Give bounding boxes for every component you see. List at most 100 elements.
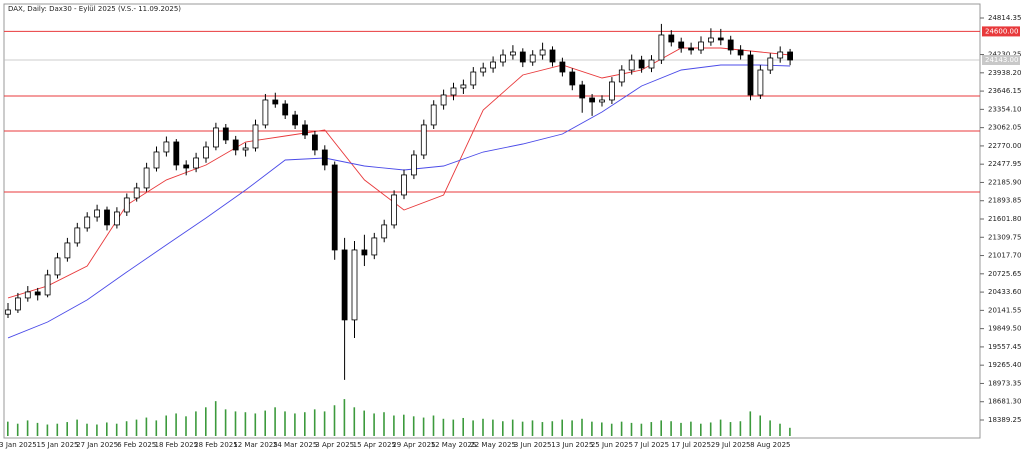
candle-body bbox=[401, 174, 407, 196]
volume-bar bbox=[492, 419, 494, 436]
volume-bar bbox=[224, 409, 227, 436]
volume-bar bbox=[16, 423, 19, 436]
volume-bar bbox=[274, 407, 276, 436]
volume-bar bbox=[56, 423, 59, 436]
volume-bar bbox=[155, 420, 158, 436]
x-tick-label: 7 Jul 2025 bbox=[634, 441, 669, 449]
y-tick-label: 24814.35 bbox=[988, 14, 1021, 22]
x-tick-label: 29 Apr 2025 bbox=[392, 441, 435, 449]
x-tick-label: 3 Apr 2025 bbox=[315, 441, 354, 449]
candle-body bbox=[391, 194, 398, 226]
candle-body bbox=[717, 37, 724, 41]
candle-body bbox=[430, 104, 437, 126]
candle-body bbox=[114, 211, 120, 226]
candle-body bbox=[14, 297, 21, 311]
x-tick-label: 17 Jul 2025 bbox=[671, 441, 711, 449]
volume-bar bbox=[422, 417, 425, 436]
volume-bar bbox=[581, 418, 583, 436]
volume-bar bbox=[521, 421, 524, 436]
candle-body bbox=[173, 141, 180, 166]
y-tick-label: 20433.60 bbox=[988, 288, 1021, 296]
x-tick-label: 8 Aug 2025 bbox=[750, 441, 790, 449]
volume-bar bbox=[462, 417, 464, 436]
candle-body bbox=[579, 84, 586, 99]
volume-bar bbox=[343, 399, 346, 436]
volume-bar bbox=[412, 416, 415, 436]
candle-body bbox=[628, 59, 635, 71]
current-price-box bbox=[982, 55, 1020, 66]
volume-bar bbox=[650, 422, 653, 436]
candle-body bbox=[24, 291, 31, 299]
candle-body bbox=[292, 114, 299, 126]
volume-bar bbox=[709, 422, 712, 436]
volume-bar bbox=[185, 416, 187, 436]
candle-body bbox=[490, 61, 497, 69]
volume-bar bbox=[86, 423, 88, 436]
volume-bar bbox=[195, 411, 197, 436]
x-tick-label: 3 Jan 2025 bbox=[0, 441, 37, 449]
candle-body bbox=[242, 147, 249, 151]
y-tick-label: 18681.30 bbox=[988, 398, 1021, 406]
moving-average-line bbox=[7, 47, 791, 299]
candle-body bbox=[302, 124, 308, 136]
candle-body bbox=[64, 242, 71, 259]
candle-body bbox=[787, 51, 793, 61]
candle-body bbox=[222, 127, 229, 141]
candle-body bbox=[440, 94, 447, 106]
y-tick-label: 21893.85 bbox=[988, 197, 1021, 205]
y-tick-label: 20141.55 bbox=[988, 306, 1021, 314]
candle-body bbox=[94, 209, 100, 218]
volume-bar bbox=[640, 423, 643, 436]
volume-bar bbox=[234, 411, 237, 436]
volume-bar bbox=[46, 424, 49, 436]
volume-bar bbox=[393, 415, 395, 436]
candle-body bbox=[282, 103, 289, 116]
y-tick-label: 18389.25 bbox=[988, 416, 1021, 424]
volume-bar bbox=[254, 413, 257, 436]
x-tick-label: 28 Feb 2025 bbox=[194, 441, 238, 449]
candle-body bbox=[747, 54, 754, 96]
candle-body bbox=[123, 197, 130, 213]
candle-body bbox=[599, 99, 605, 103]
x-tick-label: 22 May 2025 bbox=[470, 441, 516, 449]
candle-body bbox=[163, 141, 170, 153]
volume-bar bbox=[363, 410, 365, 436]
candle-body bbox=[193, 157, 200, 169]
candle-body bbox=[133, 187, 140, 199]
volume-bar bbox=[304, 412, 306, 436]
volume-bar bbox=[353, 407, 356, 436]
candle-body bbox=[698, 41, 704, 51]
volume-bar bbox=[789, 427, 791, 436]
y-tick-label: 23646.15 bbox=[988, 87, 1021, 95]
volume-bar bbox=[244, 412, 247, 436]
volume-bar bbox=[333, 405, 336, 436]
candle-body bbox=[678, 41, 685, 49]
candle-body bbox=[183, 164, 190, 169]
volume-bar bbox=[561, 419, 563, 436]
level-label: 24600.00 bbox=[985, 27, 1018, 35]
candle-body bbox=[203, 146, 209, 159]
x-tick-label: 15 Apr 2025 bbox=[353, 441, 396, 449]
candle-body bbox=[252, 124, 259, 149]
candle-body bbox=[767, 57, 774, 71]
candle-body bbox=[420, 124, 427, 156]
candle-body bbox=[84, 216, 91, 229]
volume-bar bbox=[452, 419, 455, 436]
y-tick-label: 19557.45 bbox=[988, 343, 1021, 351]
volume-bar bbox=[106, 422, 108, 436]
volume-bar bbox=[630, 422, 633, 436]
candle-body bbox=[450, 87, 457, 96]
candle-body bbox=[500, 54, 506, 63]
candle-body bbox=[757, 69, 764, 96]
volume-bar bbox=[690, 421, 692, 436]
volume-bar bbox=[264, 410, 266, 436]
x-tick-label: 27 Jan 2025 bbox=[76, 441, 118, 449]
candle-body bbox=[232, 139, 239, 151]
candle-body bbox=[460, 84, 467, 89]
candle-body bbox=[589, 97, 595, 103]
candle-body bbox=[311, 134, 318, 151]
x-tick-label: 18 Feb 2025 bbox=[155, 441, 199, 449]
candle-body bbox=[381, 224, 388, 239]
y-tick-label: 23062.05 bbox=[988, 124, 1021, 132]
